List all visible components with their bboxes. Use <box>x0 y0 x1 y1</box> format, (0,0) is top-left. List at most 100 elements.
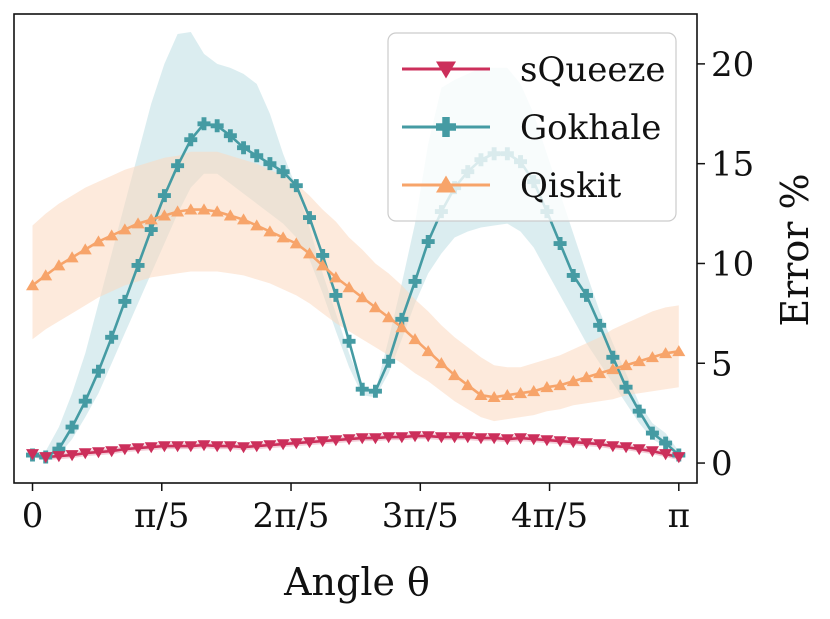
gokhale-point <box>355 382 369 396</box>
squeeze-point <box>144 442 158 454</box>
qiskit-point <box>553 379 567 391</box>
y-tick-label: 10 <box>711 244 754 284</box>
squeeze-point <box>434 432 448 444</box>
squeeze-point <box>619 442 633 454</box>
squeeze-band <box>32 433 679 460</box>
gokhale-point <box>171 159 185 173</box>
gokhale-point <box>52 442 66 456</box>
qiskit-point <box>105 229 119 241</box>
gokhale-point <box>210 119 224 133</box>
qiskit-point <box>527 385 541 397</box>
gokhale-point <box>645 426 659 440</box>
qiskit-point <box>237 213 251 225</box>
legend-marker-squeeze <box>436 61 456 79</box>
legend-label-squeeze: sQueeze <box>520 50 666 90</box>
squeeze-point <box>118 444 132 456</box>
squeeze-point <box>566 437 580 449</box>
qiskit-point <box>487 391 501 403</box>
squeeze-point <box>553 436 567 448</box>
qiskit-point <box>382 311 396 323</box>
qiskit-point <box>276 231 290 243</box>
qiskit-point <box>593 367 607 379</box>
squeeze-point <box>606 441 620 453</box>
series-markers <box>26 117 686 464</box>
squeeze-point <box>474 433 488 445</box>
qiskit-point <box>157 209 171 221</box>
qiskit-point <box>316 259 330 271</box>
qiskit-band <box>32 151 679 422</box>
qiskit-point <box>342 281 356 293</box>
squeeze-point <box>263 440 277 452</box>
qiskit-point <box>26 279 40 291</box>
x-tick-label: 3π/5 <box>382 496 459 536</box>
gokhale-point <box>303 211 317 225</box>
squeeze-point <box>316 436 330 448</box>
squeeze-point <box>527 434 541 446</box>
qiskit-point <box>91 235 105 247</box>
squeeze-point <box>382 432 396 444</box>
qiskit-point <box>78 243 92 255</box>
y-tick-label: 15 <box>711 145 754 185</box>
gokhale-point <box>263 157 277 171</box>
qiskit-point <box>514 387 528 399</box>
qiskit-point <box>672 345 686 357</box>
squeeze-point <box>421 431 435 443</box>
qiskit-point <box>223 209 237 221</box>
squeeze-point <box>39 452 53 464</box>
gokhale-point <box>91 364 105 378</box>
qiskit-point <box>131 217 145 229</box>
qiskit-point <box>579 371 593 383</box>
legend-marker-gokhale <box>436 117 456 137</box>
squeeze-point <box>593 439 607 451</box>
squeeze-point <box>197 440 211 452</box>
squeeze-point <box>131 443 145 455</box>
gokhale-point <box>316 248 330 262</box>
qiskit-point <box>52 259 66 271</box>
qiskit-point <box>39 269 53 281</box>
gokhale-point <box>184 133 198 147</box>
squeeze-point <box>276 439 290 451</box>
gokhale-point <box>619 380 633 394</box>
squeeze-point <box>487 433 501 445</box>
y-axis-label: Error % <box>773 173 817 326</box>
qiskit-point <box>645 351 659 363</box>
gokhale-point <box>144 223 158 237</box>
gokhale-point <box>368 384 382 398</box>
gokhale-point <box>276 165 290 179</box>
x-tick-label: π/5 <box>134 496 189 536</box>
squeeze-point <box>65 450 79 462</box>
squeeze-point <box>579 438 593 450</box>
squeeze-point <box>672 452 686 464</box>
gokhale-point <box>395 312 409 326</box>
qiskit-point <box>434 357 448 369</box>
gokhale-point <box>421 235 435 249</box>
x-tick-label: 4π/5 <box>511 496 588 536</box>
qiskit-point <box>303 247 317 259</box>
qiskit-point <box>408 333 422 345</box>
qiskit-point <box>197 203 211 215</box>
gokhale-point <box>566 268 580 282</box>
qiskit-point <box>355 291 369 303</box>
squeeze-point <box>368 433 382 445</box>
gokhale-point <box>105 330 119 344</box>
y-tick-label: 20 <box>711 45 754 85</box>
gokhale-point <box>289 179 303 193</box>
squeeze-point <box>223 441 237 453</box>
y-axis-ticks: 0 5 10 15 20 <box>697 45 754 484</box>
gokhale-point <box>593 318 607 332</box>
squeeze-point <box>78 448 92 460</box>
gokhale-point <box>342 334 356 348</box>
gokhale-point <box>223 129 237 143</box>
plot-frame <box>13 13 698 484</box>
squeeze-point <box>355 433 369 445</box>
qiskit-point <box>606 363 620 375</box>
gokhale-point <box>237 141 251 155</box>
x-tick-label: 0 <box>22 496 44 536</box>
x-tick-label: 2π/5 <box>252 496 329 536</box>
squeeze-point <box>184 441 198 453</box>
squeeze-point <box>105 446 119 458</box>
squeeze-point <box>91 447 105 459</box>
y-tick-label: 0 <box>711 444 733 484</box>
gokhale-point <box>632 404 646 418</box>
qiskit-point <box>395 321 409 333</box>
